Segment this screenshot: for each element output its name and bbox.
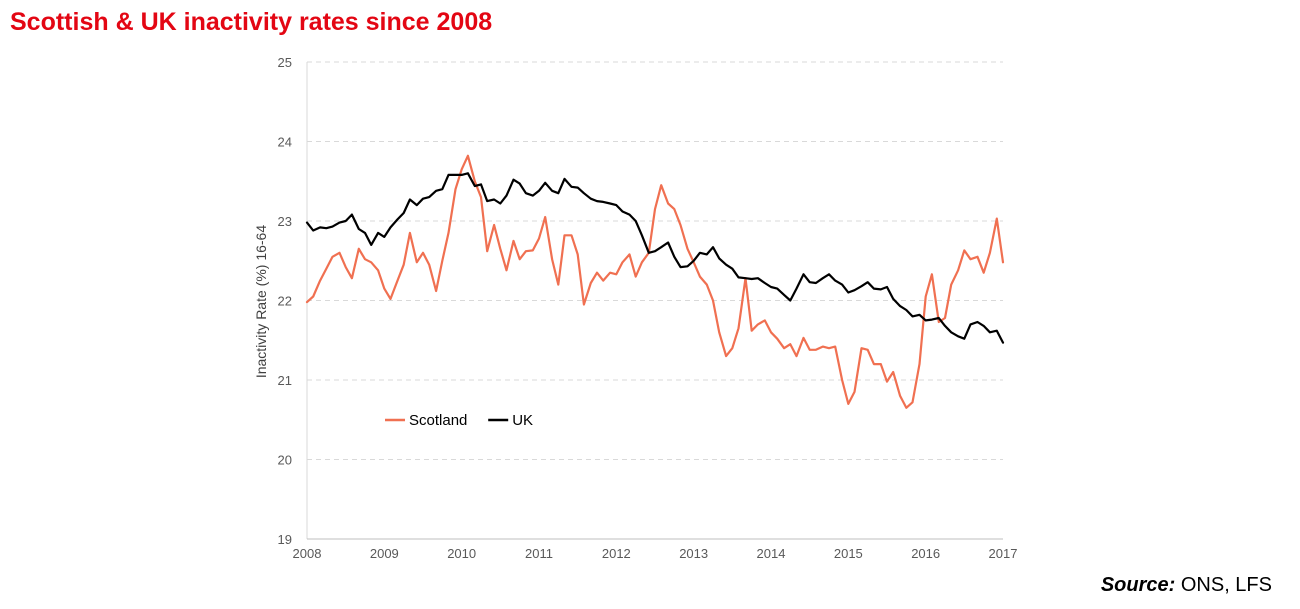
- x-tick-label: 2009: [370, 546, 399, 561]
- source-value: ONS, LFS: [1175, 574, 1272, 596]
- x-tick-label: 2015: [834, 546, 863, 561]
- x-tick-label: 2010: [447, 546, 476, 561]
- grid-lines: [307, 61, 1003, 460]
- source-note: Source: ONS, LFS: [1101, 574, 1272, 597]
- y-axis-label: Inactivity Rate (%) 16-64: [253, 225, 269, 378]
- x-tick-label: 2011: [525, 546, 553, 561]
- x-tick-label: 2012: [602, 546, 631, 561]
- series-line-uk: [305, 172, 1005, 344]
- y-tick-label: 23: [278, 214, 292, 229]
- x-tick-label: 2013: [679, 546, 708, 561]
- x-tick-labels: 2008 2009 2010 2011 2012 2013 2014 2015 2016 2017: [293, 546, 1018, 561]
- x-tick-label: 2014: [757, 546, 786, 561]
- chart-title: Scottish & UK inactivity rates since 200…: [10, 8, 493, 36]
- x-tick-label: 2016: [911, 546, 940, 561]
- y-tick-label: 25: [278, 55, 292, 70]
- legend-label: Scotland: [409, 412, 467, 429]
- y-tick-label: 24: [278, 135, 292, 150]
- source-label: Source:: [1100, 574, 1176, 596]
- series-line-scotland: [305, 154, 1005, 409]
- x-tick-label: 2017: [989, 546, 1018, 561]
- y-tick-labels: 19 20 21 22 23 24 25: [278, 55, 292, 547]
- x-tick-label: 2008: [293, 546, 322, 561]
- y-tick-label: 22: [278, 294, 292, 309]
- y-tick-label: 20: [278, 453, 292, 468]
- series-lines: [305, 154, 1005, 409]
- legend: Scotland UK: [385, 412, 533, 429]
- y-tick-label: 19: [278, 532, 292, 547]
- legend-label: UK: [512, 412, 533, 429]
- y-tick-label: 21: [278, 373, 292, 388]
